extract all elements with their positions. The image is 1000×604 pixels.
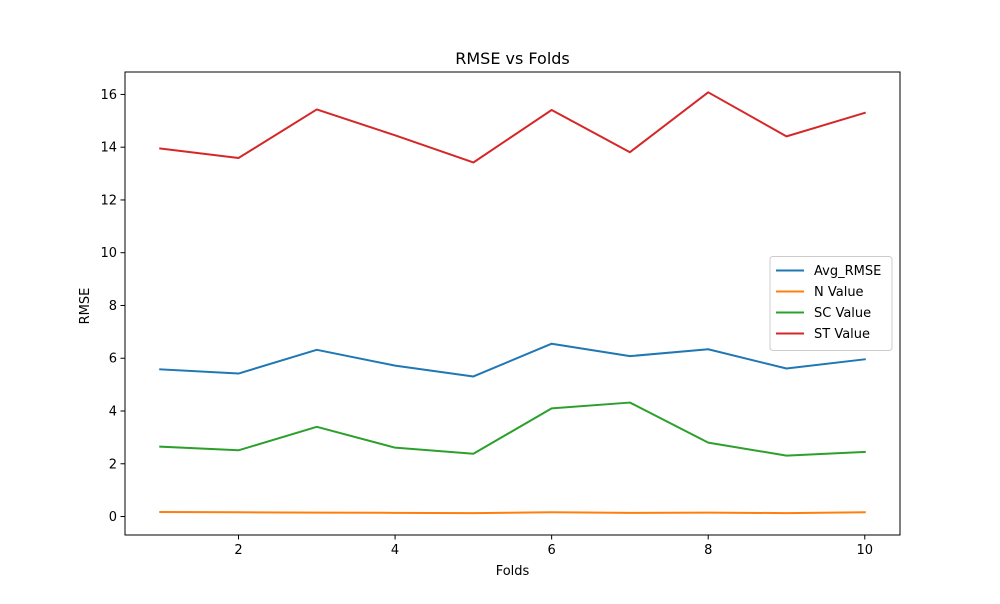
- y-tick-label: 0: [109, 510, 117, 525]
- x-tick-label: 6: [548, 543, 556, 558]
- x-tick-label: 8: [704, 543, 712, 558]
- y-axis-ticks: 0 2 4 6 8 10 12 14 16: [100, 88, 125, 525]
- x-axis-label: Folds: [496, 564, 530, 579]
- plot-area: [124, 71, 901, 536]
- legend-label-2: SC Value: [814, 306, 871, 321]
- legend-label-3: ST Value: [814, 327, 870, 342]
- y-axis-label: RMSE: [78, 288, 93, 325]
- series-line-3: [159, 91, 867, 164]
- x-tick-label: 2: [234, 543, 242, 558]
- y-tick-label: 8: [109, 299, 117, 314]
- y-tick-label: 2: [109, 457, 117, 472]
- y-tick-label: 16: [100, 88, 117, 103]
- legend-label-1: N Value: [814, 285, 864, 300]
- x-axis-ticks: 2 4 6 8 10: [234, 535, 873, 558]
- series-line-0: [159, 342, 866, 378]
- x-tick-label: 10: [856, 543, 873, 558]
- y-tick-label: 6: [109, 352, 117, 367]
- y-tick-label: 14: [100, 141, 117, 156]
- y-tick-label: 4: [109, 405, 117, 420]
- series-line-1: [159, 511, 866, 515]
- series-line-2: [159, 401, 866, 457]
- legend-box: [769, 256, 893, 351]
- y-tick-label: 12: [100, 193, 117, 208]
- chart-title: RMSE vs Folds: [455, 49, 570, 68]
- legend-label-0: Avg_RMSE: [814, 264, 881, 279]
- y-tick-label: 10: [100, 246, 117, 261]
- axes-frame: [124, 71, 901, 536]
- x-tick-label: 4: [391, 543, 399, 558]
- legend: Avg_RMSE N Value SC Value ST Value: [769, 256, 893, 351]
